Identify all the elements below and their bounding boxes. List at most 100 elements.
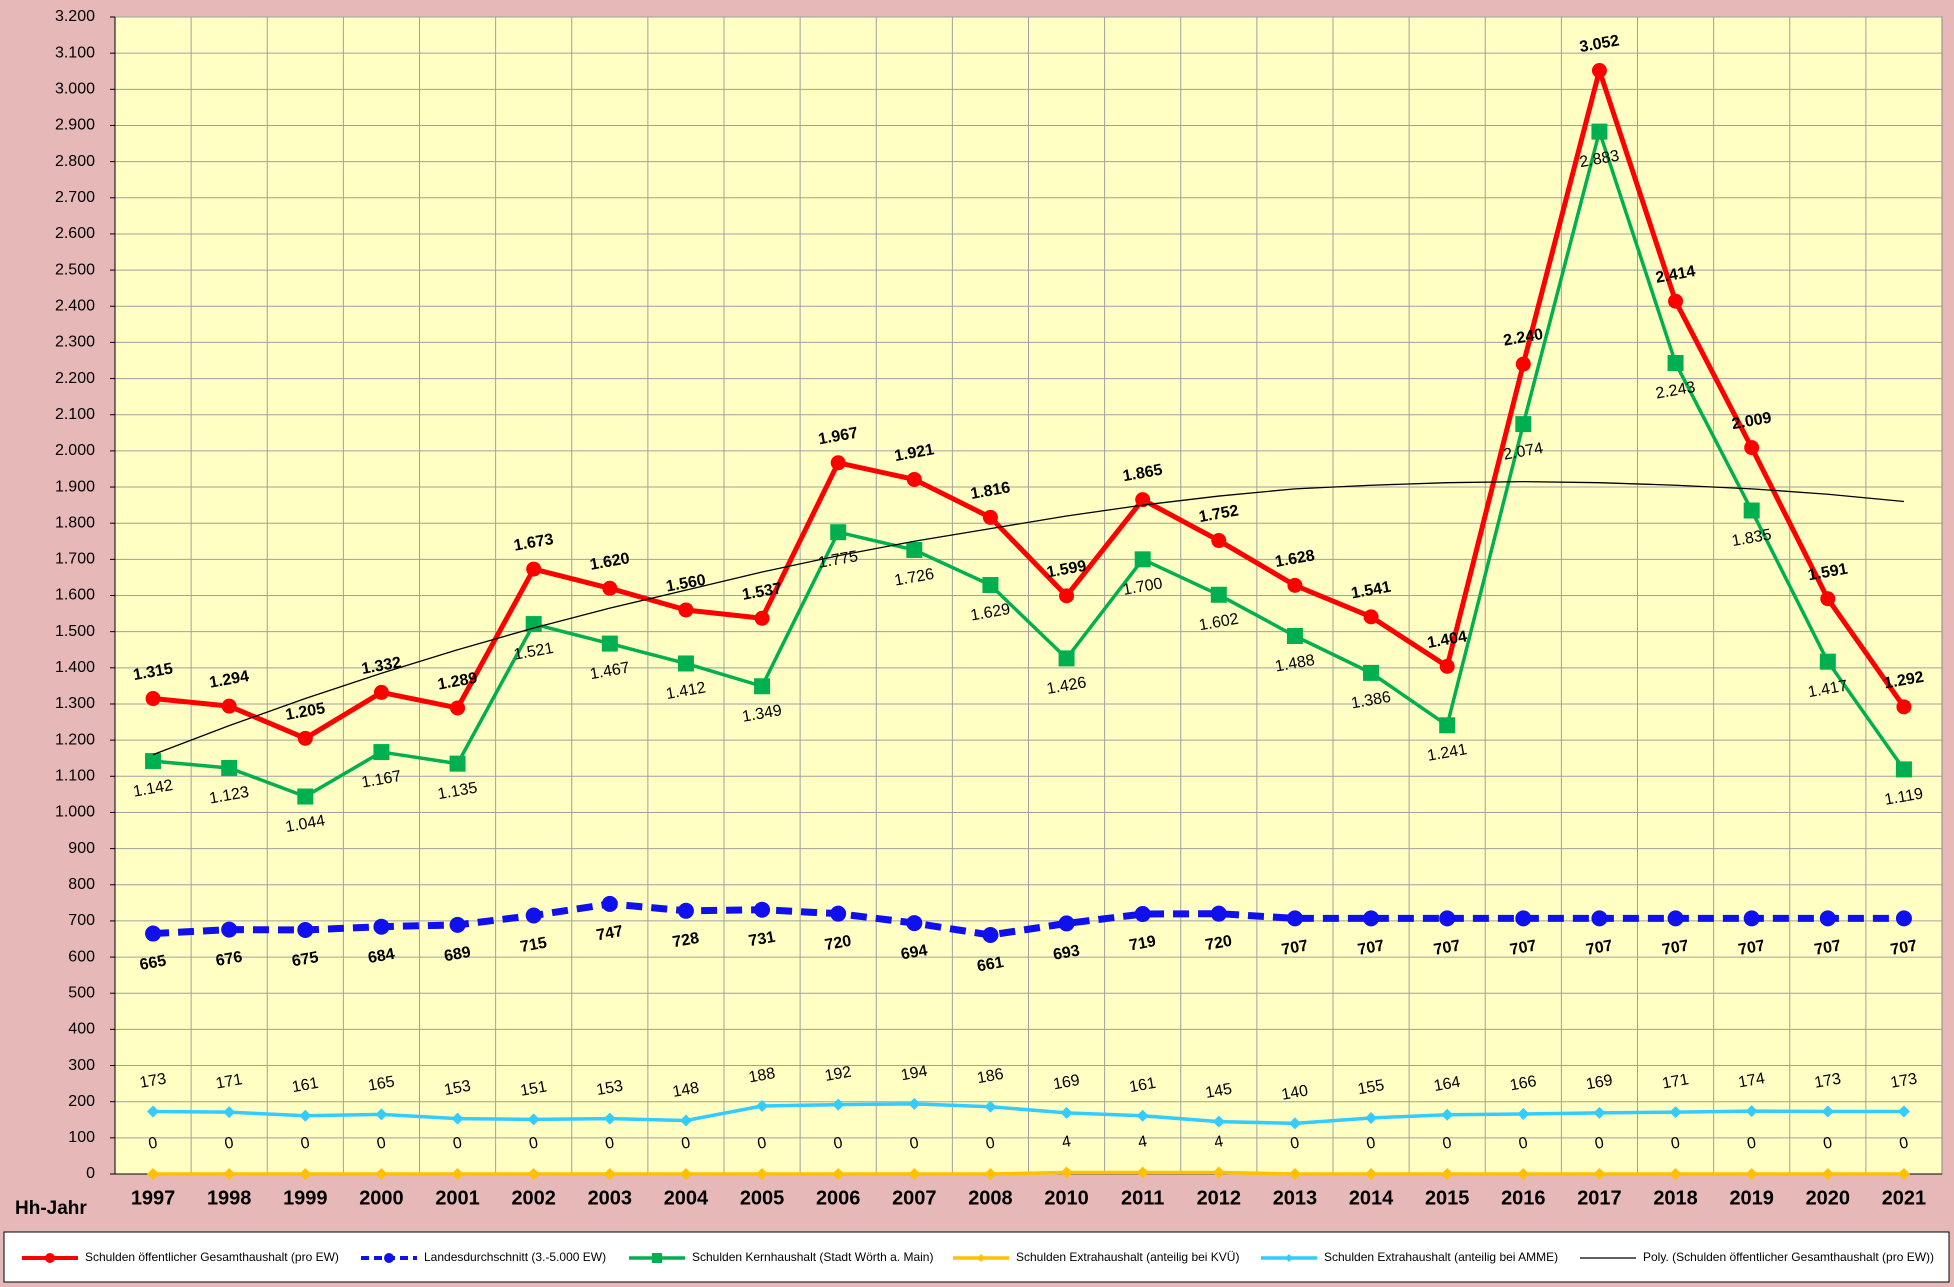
legend-label: Schulden öffentlicher Gesamthaushalt (pr… [85, 1250, 339, 1264]
legend-marker [384, 1253, 394, 1263]
marker [1896, 699, 1912, 715]
marker [525, 616, 542, 633]
x-axis-label: Hh-Jahr [15, 1198, 87, 1219]
marker [1287, 577, 1303, 593]
marker [830, 905, 847, 922]
data-label: 194 [900, 1063, 929, 1084]
marker [145, 691, 161, 707]
marker [297, 730, 313, 746]
marker [677, 902, 694, 919]
marker [679, 1168, 692, 1180]
marker [1819, 653, 1836, 670]
data-label: 0 [147, 1135, 159, 1153]
data-label: 0 [604, 1135, 616, 1153]
data-label: 1.835 [1730, 526, 1772, 550]
x-tick-label: 2012 [1197, 1187, 1242, 1209]
data-label: 0 [1898, 1135, 1910, 1153]
marker [451, 1168, 464, 1180]
marker [1060, 1106, 1073, 1119]
y-tick-label: 1.300 [55, 695, 95, 712]
data-label: 1.602 [1198, 611, 1240, 635]
y-tick-label: 2.600 [55, 225, 95, 242]
legend-marker [1285, 1254, 1293, 1262]
data-label: 0 [832, 1135, 844, 1153]
y-tick-label: 300 [68, 1057, 95, 1074]
data-label: 747 [595, 923, 624, 944]
marker [1136, 1166, 1149, 1179]
data-label: 1.560 [665, 572, 707, 596]
marker [832, 1168, 845, 1180]
x-tick-label: 2011 [1121, 1187, 1164, 1209]
data-label: 1.142 [132, 777, 174, 801]
marker [373, 684, 389, 700]
marker [527, 1168, 540, 1180]
data-label: 1.135 [436, 779, 478, 803]
data-label: 1.921 [893, 441, 935, 465]
data-label: 1.412 [665, 679, 707, 703]
marker [1668, 293, 1684, 309]
marker [221, 698, 237, 714]
marker [1821, 1168, 1834, 1180]
marker [1515, 356, 1531, 372]
marker [984, 1168, 997, 1180]
marker [221, 759, 238, 776]
marker [1439, 910, 1456, 927]
data-label: 169 [1052, 1072, 1081, 1093]
y-tick-label: 2.900 [55, 117, 95, 134]
marker [603, 1112, 616, 1125]
marker [906, 541, 923, 558]
marker [1745, 1168, 1758, 1180]
data-label: 2.243 [1654, 379, 1696, 403]
data-label: 1.417 [1807, 678, 1849, 702]
x-tick-label: 2014 [1349, 1187, 1394, 1209]
x-tick-label: 2013 [1273, 1187, 1318, 1209]
marker [1517, 1107, 1530, 1120]
data-label: 145 [1204, 1081, 1233, 1102]
marker [1820, 591, 1836, 607]
marker [982, 577, 999, 594]
marker [449, 755, 466, 772]
data-label: 0 [1365, 1135, 1377, 1153]
marker [1058, 650, 1075, 667]
marker [1288, 1168, 1301, 1180]
y-tick-label: 1.900 [55, 478, 95, 495]
x-tick-label: 1998 [207, 1187, 252, 1209]
data-label: 0 [299, 1135, 311, 1153]
series-line [152, 129, 1906, 799]
data-label: 140 [1280, 1082, 1309, 1103]
data-label: 1.241 [1426, 741, 1468, 765]
data-label: 1.119 [1883, 785, 1924, 809]
marker [1135, 492, 1151, 508]
x-tick-label: 2008 [968, 1187, 1013, 1209]
series-line [152, 900, 1904, 939]
data-label: 707 [1661, 937, 1690, 958]
y-tick-label: 2.200 [55, 370, 95, 387]
data-label: 1.123 [208, 784, 250, 808]
marker [1288, 1117, 1301, 1130]
marker [984, 1100, 997, 1113]
marker [1134, 906, 1151, 923]
data-label: 1.349 [741, 702, 783, 726]
y-tick-label: 400 [68, 1021, 95, 1038]
marker [1134, 551, 1151, 568]
data-label: 173 [138, 1070, 167, 1091]
data-label: 155 [1356, 1077, 1385, 1098]
data-label: 2.009 [1730, 409, 1772, 433]
data-label: 0 [223, 1135, 235, 1153]
marker [221, 921, 238, 938]
data-label: 1.205 [284, 700, 326, 724]
marker [375, 1168, 388, 1180]
data-label: 2.074 [1502, 440, 1544, 464]
marker [1059, 588, 1075, 604]
data-label: 665 [138, 953, 167, 974]
x-tick-label: 2015 [1425, 1187, 1470, 1209]
y-tick-label: 2.100 [55, 406, 95, 423]
data-label: 0 [1746, 1135, 1758, 1153]
data-label: 689 [443, 944, 472, 965]
y-tick-label: 1.400 [55, 659, 95, 676]
legend-label: Landesdurchschnitt (3.-5.000 EW) [424, 1250, 606, 1264]
data-label: 1.292 [1883, 669, 1925, 693]
marker [1286, 910, 1303, 927]
legend-marker [977, 1254, 985, 1262]
